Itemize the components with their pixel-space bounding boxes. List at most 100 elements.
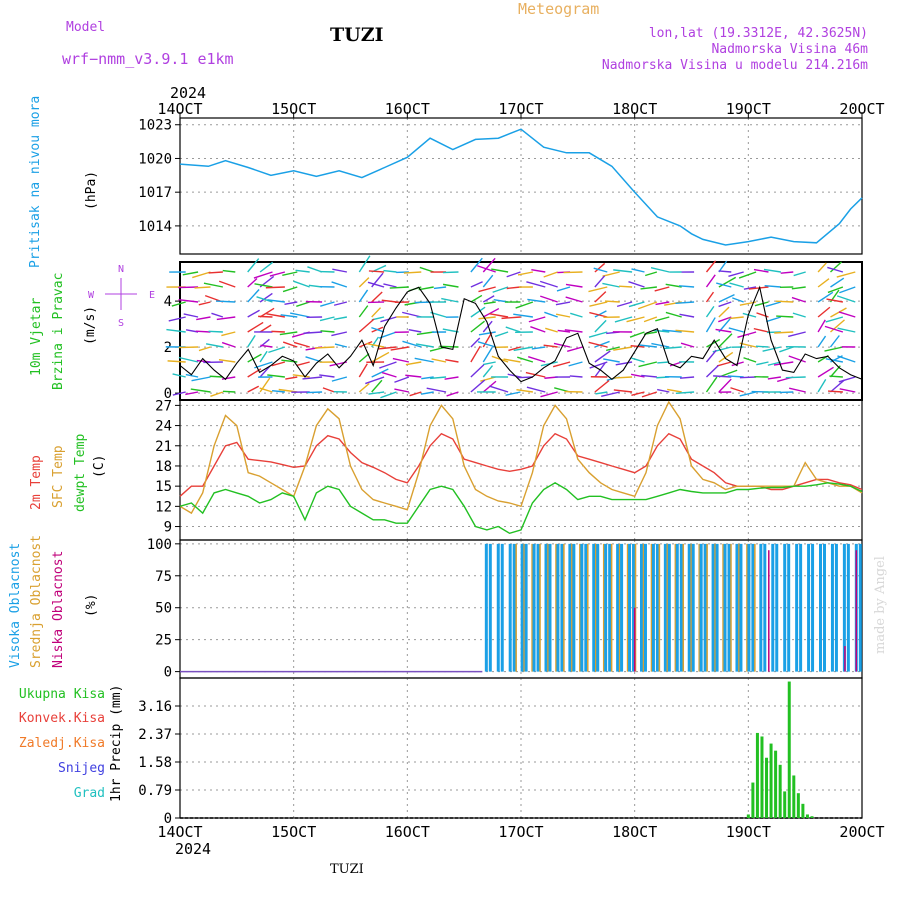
wind-arrow xyxy=(650,267,670,273)
x-tick-label-top: 19OCT xyxy=(726,100,771,118)
wind-arrow xyxy=(641,374,657,378)
precip-bar xyxy=(810,816,814,818)
wind-arrow xyxy=(482,347,493,363)
x-tick-label-top: 17OCT xyxy=(498,100,543,118)
wind-arrow xyxy=(196,316,211,321)
wind-arrow xyxy=(645,271,658,277)
y-tick-label: 3.16 xyxy=(138,699,172,715)
wind-arrow xyxy=(439,345,459,348)
wind-arrow xyxy=(594,350,611,363)
wind-arrow xyxy=(491,268,509,273)
y-tick-label: 24 xyxy=(155,419,172,435)
wind-arrow xyxy=(185,373,199,378)
wind-arrow xyxy=(748,286,769,290)
wind-arrow xyxy=(368,270,385,273)
wind-arrow xyxy=(302,376,323,380)
wind-arrow xyxy=(508,346,521,352)
wind-arrow xyxy=(743,357,757,363)
wind-arrow xyxy=(409,391,422,397)
wind-arrow xyxy=(628,301,645,308)
y-tick-label: 50 xyxy=(155,601,172,617)
wind-arrow xyxy=(773,361,794,366)
wind-arrow xyxy=(605,346,620,352)
wind-arrow xyxy=(588,286,608,293)
wind-arrow xyxy=(259,307,275,318)
precip-bar xyxy=(760,736,764,818)
wind-arrow xyxy=(817,306,831,318)
wind-arrow xyxy=(383,283,397,288)
wind-arrow xyxy=(836,271,856,278)
wind-arrow xyxy=(567,346,583,352)
wind-arrow xyxy=(756,312,769,318)
wind-arrow xyxy=(420,391,434,395)
wind-arrow xyxy=(556,286,571,292)
wind-arrow xyxy=(565,283,583,288)
wind-arrow xyxy=(260,344,273,348)
precip-bar xyxy=(801,803,805,818)
x-tick-label-bottom: 18OCT xyxy=(612,823,657,841)
wind-arrow xyxy=(631,268,645,273)
wind-arrow xyxy=(718,351,734,363)
wind-arrow xyxy=(178,356,199,363)
wind-arrow xyxy=(728,271,744,277)
wind-arrow xyxy=(663,346,682,350)
wind-arrow xyxy=(638,361,658,368)
wind-arrow xyxy=(837,355,856,363)
wind-arrow xyxy=(614,316,633,323)
wind-arrow xyxy=(780,271,794,274)
wind-arrow xyxy=(178,286,199,289)
wind-arrow xyxy=(303,331,323,334)
wind-arrow xyxy=(616,301,633,308)
wind-arrow xyxy=(728,316,744,320)
wind-arrow xyxy=(418,286,434,291)
wind-arrow xyxy=(595,391,608,395)
wind-arrow xyxy=(503,358,521,363)
wind-arrow xyxy=(631,357,645,363)
wind-arrow xyxy=(222,390,236,393)
wind-arrow xyxy=(791,286,806,290)
wind-arrow xyxy=(594,310,607,318)
wind-arrow xyxy=(482,257,496,273)
wind-arrow xyxy=(785,376,806,379)
wind-arrow xyxy=(662,329,682,333)
wind-arrow xyxy=(732,297,744,303)
precip-bar xyxy=(805,814,809,818)
wind-arrow xyxy=(198,346,211,352)
wind-arrow xyxy=(767,361,782,366)
wind-arrow xyxy=(665,283,682,288)
wind-arrow xyxy=(426,387,447,393)
wind-arrow xyxy=(594,380,610,393)
wind-arrow xyxy=(256,296,273,303)
wind-arrow xyxy=(837,327,856,333)
wind-arrow xyxy=(331,376,348,382)
compass-w: W xyxy=(88,290,95,301)
wind-arrow xyxy=(526,386,546,393)
wind-arrow xyxy=(827,286,844,294)
wind-arrow xyxy=(331,331,348,337)
wind-arrow xyxy=(705,349,717,363)
wind-arrow xyxy=(665,311,682,318)
wind-arrow xyxy=(259,324,272,333)
wind-arrow xyxy=(716,361,732,367)
wind-arrow xyxy=(594,262,606,273)
wind-arrow xyxy=(774,331,794,334)
wind-arrow xyxy=(203,282,224,288)
wind-arrow xyxy=(601,391,620,397)
wind-arrow xyxy=(367,281,385,288)
wind-arrow xyxy=(718,276,737,288)
wind-arrow xyxy=(593,267,608,273)
wind-arrow xyxy=(334,343,348,348)
wind-arrow xyxy=(381,371,397,378)
altitude-label: Nadmorska Visina 46m xyxy=(711,42,868,57)
wind-arrow xyxy=(358,289,369,303)
wind-arrow xyxy=(247,353,262,363)
wind-arrow xyxy=(705,317,716,333)
wind-arrow xyxy=(421,376,434,380)
wind-arrow xyxy=(738,271,757,279)
wind-arrow xyxy=(445,359,459,363)
wind-arrow xyxy=(470,306,486,318)
wind-arrow xyxy=(792,312,806,318)
y-tick-label: 27 xyxy=(155,398,172,414)
wind-arrow xyxy=(754,301,769,307)
wind-arrow xyxy=(442,328,459,333)
